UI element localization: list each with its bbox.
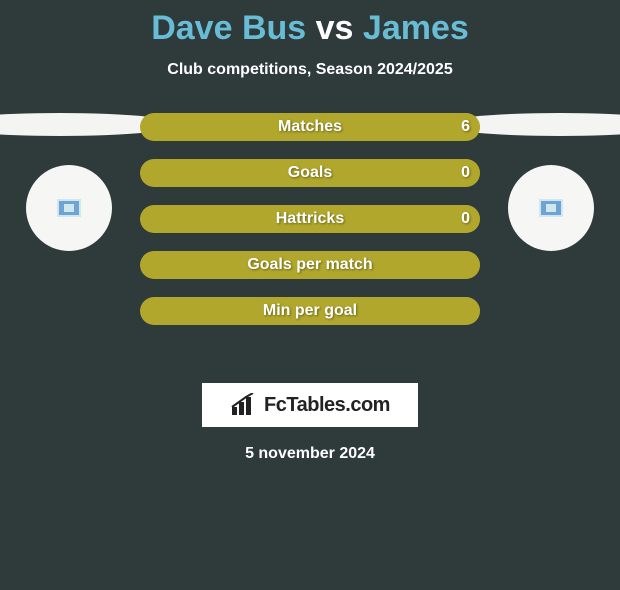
page-title: Dave Bus vs James <box>0 10 620 47</box>
player2-badge-icon <box>539 199 563 217</box>
title-player1: Dave Bus <box>151 9 306 47</box>
date-label: 5 november 2024 <box>0 445 620 463</box>
stat-bar-label: Goals per match <box>140 251 480 279</box>
player2-avatar-circle <box>508 165 594 251</box>
stat-bar: Hattricks0 <box>140 205 480 233</box>
fctables-logo: FcTables.com <box>202 383 418 427</box>
player1-avatar-circle <box>26 165 112 251</box>
stat-bar-label: Min per goal <box>140 297 480 325</box>
stat-bar: Goals per match <box>140 251 480 279</box>
stat-bar: Min per goal <box>140 297 480 325</box>
comparison-stage: Matches6Goals0Hattricks0Goals per matchM… <box>0 113 620 373</box>
stat-bar: Matches6 <box>140 113 480 141</box>
logo-text: FcTables.com <box>264 394 390 417</box>
logo-bars-icon <box>230 393 260 417</box>
stat-bar-right-value: 6 <box>461 113 470 141</box>
title-player2: James <box>363 9 469 47</box>
stat-bar-label: Hattricks <box>140 205 480 233</box>
player1-badge-icon <box>57 199 81 217</box>
title-vs: vs <box>306 9 363 47</box>
stat-bar-label: Matches <box>140 113 480 141</box>
stat-bar-right-value: 0 <box>461 205 470 233</box>
stat-bars: Matches6Goals0Hattricks0Goals per matchM… <box>140 113 480 343</box>
stat-bar-right-value: 0 <box>461 159 470 187</box>
stat-bar: Goals0 <box>140 159 480 187</box>
stat-bar-label: Goals <box>140 159 480 187</box>
subtitle: Club competitions, Season 2024/2025 <box>0 61 620 79</box>
